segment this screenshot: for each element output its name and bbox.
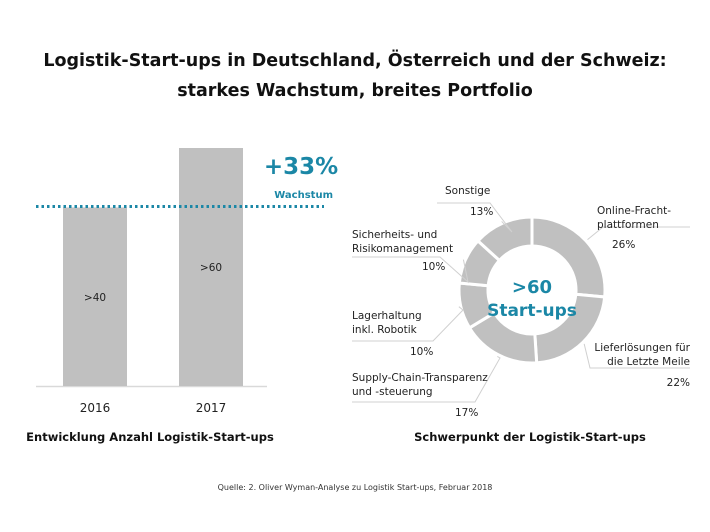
slice-label: und -steuerung <box>352 386 433 398</box>
slice-label: Lagerhaltung <box>352 310 422 322</box>
leader-line <box>583 343 690 369</box>
slice-label: Sonstige <box>445 185 490 197</box>
slice-value-label: 22% <box>667 377 690 389</box>
donut-center-value: >60 <box>512 277 552 298</box>
leader-line <box>352 356 501 403</box>
source-note: Quelle: 2. Oliver Wyman-Analyse zu Logis… <box>218 483 493 492</box>
donut-center-label: Start-ups <box>487 301 577 321</box>
slice-label: Supply-Chain-Transparenz <box>352 372 488 384</box>
slice-label: Sicherheits- und <box>352 229 437 241</box>
slice-label: inkl. Robotik <box>352 324 418 336</box>
leader-line <box>587 226 690 240</box>
slice-label: die Letzte Meile <box>607 356 690 368</box>
slice-value-label: 17% <box>455 407 478 419</box>
donut-chart: Online-Fracht-plattformen 26% Lieferlösung… <box>352 185 691 419</box>
slice-label: Risikomanagement <box>352 243 453 255</box>
donut-chart-caption: Schwerpunkt der Logistik-Start-ups <box>414 430 646 444</box>
x-tick-label: 2017 <box>196 401 227 415</box>
bar-data-label: >60 <box>200 262 222 274</box>
bar-data-label: >40 <box>84 292 106 304</box>
slice-label: Lieferlösungen für <box>594 342 690 354</box>
growth-label: Wachstum <box>274 190 333 201</box>
bar-2017 <box>179 148 243 386</box>
x-tick-label: 2016 <box>80 401 111 415</box>
bar-2016 <box>63 207 127 386</box>
slice-label: plattformen <box>597 219 659 231</box>
slice-value-label: 10% <box>422 261 445 273</box>
leader-line <box>437 202 513 233</box>
leader-line <box>352 306 464 342</box>
slice-value-label: 13% <box>470 206 493 218</box>
donut-slice <box>475 215 534 263</box>
leader-line <box>352 256 469 284</box>
slice-value-label: 26% <box>612 239 635 251</box>
bar-chart-caption: Entwicklung Anzahl Logistik-Start-ups <box>26 430 274 444</box>
title-line-2: starkes Wachstum, breites Portfolio <box>177 81 533 101</box>
growth-value: +33% <box>264 154 338 180</box>
slice-value-label: 10% <box>410 346 433 358</box>
slice-label: Online-Fracht- <box>597 205 671 217</box>
bar-chart: >40 2016 >60 2017 +33% Wachstum <box>36 148 338 415</box>
title-line-1: Logistik-Start-ups in Deutschland, Öster… <box>43 49 666 71</box>
